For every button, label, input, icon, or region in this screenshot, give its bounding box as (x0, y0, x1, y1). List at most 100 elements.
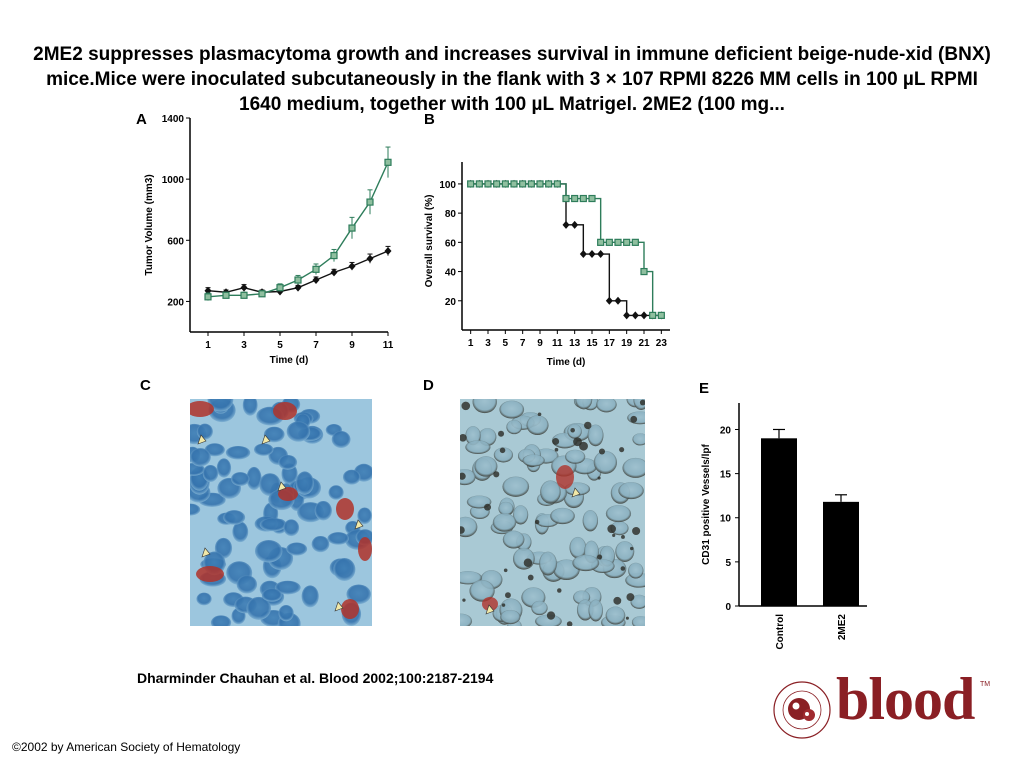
x-tick-label: 1 (468, 338, 474, 349)
tumor-volume-chart: 200 600 1000 1400 1 3 5 7 9 11 Time (d) Tumor Volum… (144, 114, 394, 366)
blood-journal-logo: blood TM (772, 666, 992, 747)
data-point (623, 238, 631, 246)
data-point (527, 180, 535, 188)
panel-label-a: A (136, 111, 147, 128)
data-point (571, 220, 579, 229)
micrograph-control (190, 399, 372, 626)
cd31-bar-chart: 0 5 10 15 20 CD31 positive Vessels/lpf Control… (701, 403, 867, 650)
data-point (294, 276, 302, 284)
data-point (588, 194, 596, 203)
x-tick-label: 15 (586, 338, 598, 349)
data-point (605, 238, 613, 246)
data-point (553, 180, 561, 188)
data-point (614, 296, 622, 305)
x-tick-label: 21 (638, 338, 650, 349)
x-tick-label: 5 (277, 340, 283, 351)
data-point (545, 180, 553, 188)
data-point (649, 311, 657, 319)
data-point (562, 194, 570, 203)
data-point (348, 262, 356, 271)
data-point (222, 291, 230, 299)
y-tick-label: 10 (720, 514, 732, 525)
copyright-notice: ©2002 by American Society of Hematology (12, 740, 241, 754)
data-point (536, 180, 544, 188)
data-point (484, 180, 492, 188)
data-point (204, 293, 212, 301)
x-tick-label: 19 (621, 338, 633, 349)
data-point (571, 194, 579, 203)
arrowhead-marker (354, 519, 364, 530)
y-tick-label: 600 (167, 236, 184, 247)
data-point (330, 268, 338, 277)
y-tick-label: 0 (725, 602, 731, 613)
y-axis-label: Tumor Volume (mm3) (144, 174, 155, 275)
x-axis-label: Time (d) (270, 355, 309, 366)
y-axis-label: Overall survival (%) (424, 195, 435, 288)
x-tick-label: 13 (569, 338, 581, 349)
data-point (348, 224, 356, 232)
bar-2me2 (823, 501, 859, 606)
data-point (501, 180, 509, 188)
x-tick-label: 3 (485, 338, 491, 349)
data-point (631, 311, 639, 320)
panel-label-e: E (699, 380, 710, 397)
ash-seal-icon (773, 681, 831, 739)
category-label: 2ME2 (837, 614, 848, 641)
y-tick-label: 20 (445, 297, 457, 308)
series-line (470, 183, 662, 317)
data-point (366, 198, 374, 206)
y-tick-label: 20 (720, 425, 732, 436)
x-axis-label: Time (d) (547, 357, 586, 368)
x-tick-label: 9 (537, 338, 543, 349)
data-point (312, 276, 320, 285)
data-point (579, 250, 587, 259)
y-axis-label: CD31 positive Vessels/lpf (701, 444, 712, 565)
data-point (640, 267, 648, 276)
y-tick-label: 1400 (162, 114, 185, 125)
data-point (258, 290, 266, 298)
data-point (519, 180, 527, 188)
y-tick-label: 200 (167, 297, 184, 308)
arrowhead-marker (197, 434, 207, 445)
data-point (475, 180, 483, 188)
figure-title: 2ME2 suppresses plasmacytoma growth and … (33, 44, 991, 115)
data-point (312, 265, 320, 273)
data-point (294, 283, 302, 292)
series-1 (204, 146, 392, 301)
y-tick-label: 80 (445, 209, 457, 220)
x-tick-label: 23 (656, 338, 668, 349)
x-tick-label: 3 (241, 340, 247, 351)
series-1 (467, 180, 665, 319)
data-point (366, 254, 374, 263)
arrowhead-marker (201, 547, 211, 558)
panel-label-b: B (424, 111, 435, 128)
panel-label-c: C (140, 377, 151, 394)
x-tick-label: 11 (383, 340, 394, 351)
data-point (597, 238, 605, 246)
data-point (614, 238, 622, 246)
x-tick-label: 7 (520, 338, 526, 349)
x-tick-label: 11 (552, 338, 563, 349)
arrowhead-marker (485, 604, 495, 615)
arrowhead-marker (334, 601, 344, 612)
data-point (562, 220, 570, 229)
x-tick-label: 7 (313, 340, 319, 351)
data-point (605, 296, 613, 305)
data-point (384, 158, 392, 166)
y-tick-label: 1000 (162, 175, 185, 186)
y-tick-label: 100 (439, 180, 456, 191)
data-point (623, 311, 631, 320)
data-point (631, 238, 639, 246)
data-point (493, 180, 501, 188)
data-point (510, 180, 518, 188)
data-point (330, 251, 338, 260)
y-tick-label: 15 (720, 470, 732, 481)
y-tick-label: 5 (725, 558, 731, 569)
data-point (467, 180, 475, 188)
data-point (384, 246, 392, 255)
arrowhead-marker (571, 487, 581, 498)
x-tick-label: 17 (604, 338, 616, 349)
x-tick-label: 5 (503, 338, 509, 349)
y-tick-label: 60 (445, 238, 457, 249)
panel-label-d: D (423, 377, 434, 394)
